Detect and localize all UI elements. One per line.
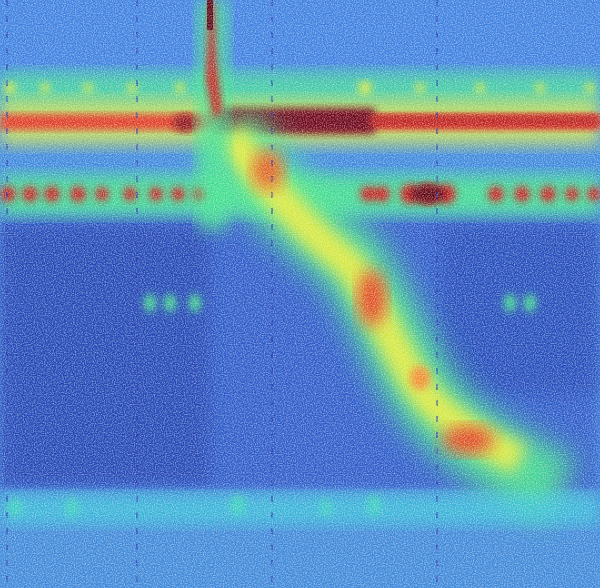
spectrogram-image	[0, 0, 600, 588]
noise-overlay	[0, 0, 600, 588]
